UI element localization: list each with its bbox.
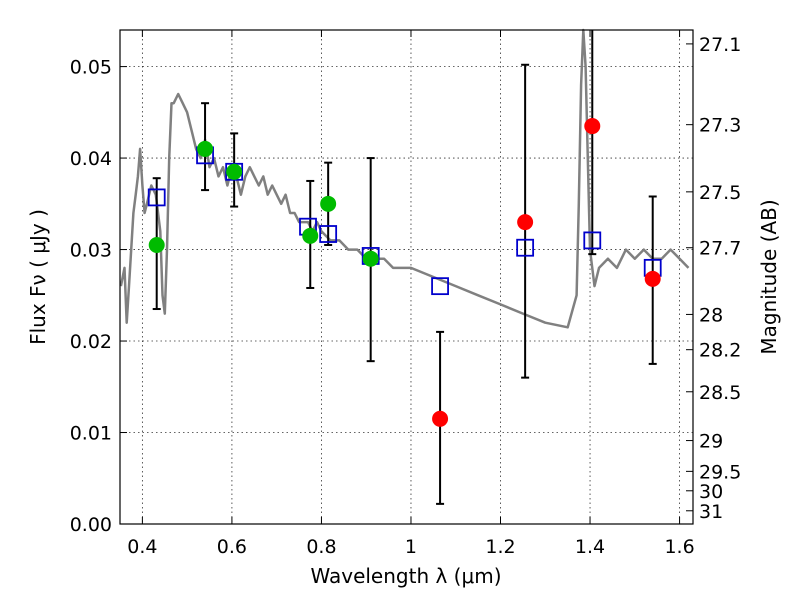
model-spectrum-line [119,28,690,329]
model-photometry-square [516,238,535,257]
x-tick-label: 1.2 [485,536,515,558]
right-tick-label: 27.7 [699,238,741,260]
model-photometry-layer [147,146,662,296]
observed-point-green [320,195,337,212]
x-axis-title: Wavelength λ (μm) [310,564,501,588]
observed-point-green [148,236,165,253]
x-tick-label: 1.6 [664,536,694,558]
observed-point-green [362,250,379,267]
right-tick-label: 29.5 [699,461,741,483]
model-photometry-square [583,231,602,250]
model-spectrum-layer [119,28,690,329]
right-tick-label: 28 [699,304,723,326]
right-tick-label: 28.2 [699,340,741,362]
y-tick-label: 0.04 [70,148,112,170]
x-tick-label: 0.6 [217,536,247,558]
y-tick-label: 0.01 [70,423,112,445]
x-tick-label: 1 [405,536,417,558]
right-tick-label: 31 [699,501,723,523]
model-photometry-square [431,277,449,296]
model-photometry-square [319,225,338,243]
observed-point-green [302,227,319,244]
y-axis-title: Flux Fν ( μJy ) [26,209,50,345]
axis-ticks [120,30,693,525]
observed-point-green [197,140,214,157]
right-tick-label: 27.3 [699,115,741,137]
observed-point-red [432,410,449,427]
observed-points-layer [148,118,661,427]
y-tick-label: 0.05 [70,57,112,79]
observed-point-red [517,214,534,231]
right-tick-label: 28.5 [699,382,741,404]
right-tick-label: 30 [699,481,723,503]
tick-labels: 0.4 0.6 0.8 1 1.2 1.4 1.6 0.00 0.01 0.02 0.03 0.04 0… [70,34,742,558]
right-tick-label: 27.5 [699,182,741,204]
right-tick-label: 27.1 [699,34,741,56]
y-tick-label: 0.03 [70,240,112,262]
x-tick-label: 0.8 [306,536,336,558]
model-photometry-square [147,188,166,207]
observed-point-green [226,163,243,180]
y-tick-label: 0.00 [70,514,112,536]
plot-frame [119,29,694,525]
grid-lines [120,30,693,524]
observed-point-red [644,270,661,287]
x-tick-label: 0.4 [127,536,157,558]
right-axis-title: Magnitude (AB) [757,199,781,354]
observed-point-red [584,118,601,135]
y-tick-label: 0.02 [70,331,112,353]
x-tick-label: 1.4 [575,536,605,558]
right-tick-label: 29 [699,431,723,453]
